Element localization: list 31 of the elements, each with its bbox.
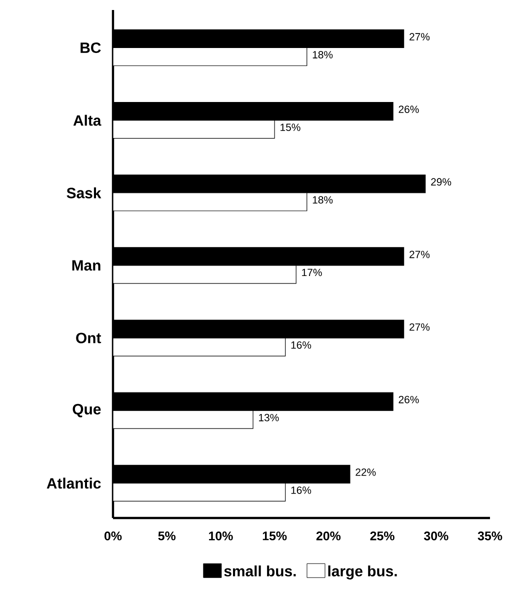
data-label: 13% (259, 414, 279, 422)
x-tick-label: 5% (158, 532, 176, 540)
y-tick-label: Man (72, 260, 100, 271)
data-label: 26% (398, 106, 419, 114)
y-tick-label: Que (72, 404, 101, 418)
legend-label: small bus. (224, 565, 296, 576)
data-label: 27% (410, 250, 430, 258)
data-label: 16% (291, 486, 312, 494)
data-label: 15% (280, 124, 300, 131)
data-label: 27% (410, 33, 430, 40)
x-tick-label: 15% (262, 532, 287, 540)
y-tick-label: BC (80, 42, 101, 54)
y-tick-label: Sask (66, 187, 102, 198)
data-label: 22% (356, 468, 376, 476)
data-label: 26% (398, 396, 419, 404)
data-label: 27% (410, 323, 430, 331)
legend-label: large bus. (328, 565, 397, 580)
y-tick-label: Alta (73, 114, 102, 126)
data-label: 29% (431, 178, 452, 186)
x-tick-label: 20% (316, 532, 341, 540)
y-tick-label: Ont (76, 332, 102, 344)
y-tick-label: Atlantic (46, 478, 101, 489)
data-label: 18% (312, 51, 333, 58)
x-tick-label: 35% (478, 532, 502, 540)
x-tick-label: 10% (209, 532, 233, 540)
data-label: 18% (312, 196, 333, 204)
data-label: 16% (291, 341, 312, 349)
data-label: 17% (302, 268, 322, 276)
x-tick-label: 30% (424, 532, 448, 540)
x-tick-label: 0% (104, 532, 122, 540)
x-tick-label: 25% (370, 532, 394, 540)
